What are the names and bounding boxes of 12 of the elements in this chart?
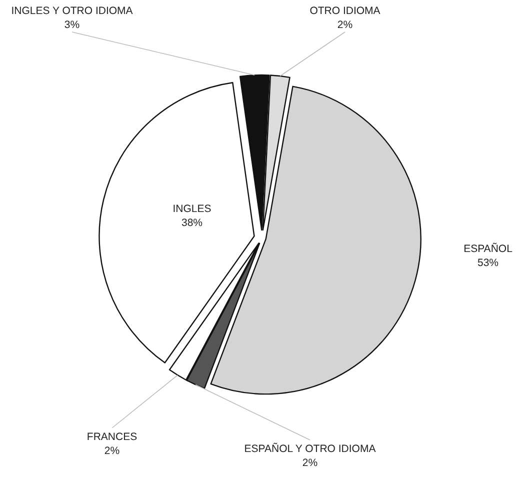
data-label: 2% bbox=[302, 457, 318, 469]
data-label: 3% bbox=[64, 19, 80, 31]
data-label: 2% bbox=[337, 19, 353, 31]
slice-label: INGLES Y OTRO IDIOMA bbox=[11, 5, 133, 17]
slice-label: INGLES bbox=[172, 203, 212, 215]
slice-label: ESPAÑOL bbox=[464, 242, 513, 255]
slice-label: FRANCES bbox=[86, 431, 138, 443]
slice-label: OTRO IDIOMA bbox=[310, 5, 380, 17]
slice-label: ESPAÑOL Y OTRO IDIOMA bbox=[244, 442, 376, 455]
data-label: 38% bbox=[181, 217, 203, 229]
data-label: 2% bbox=[104, 445, 120, 457]
data-label: 53% bbox=[477, 257, 499, 269]
